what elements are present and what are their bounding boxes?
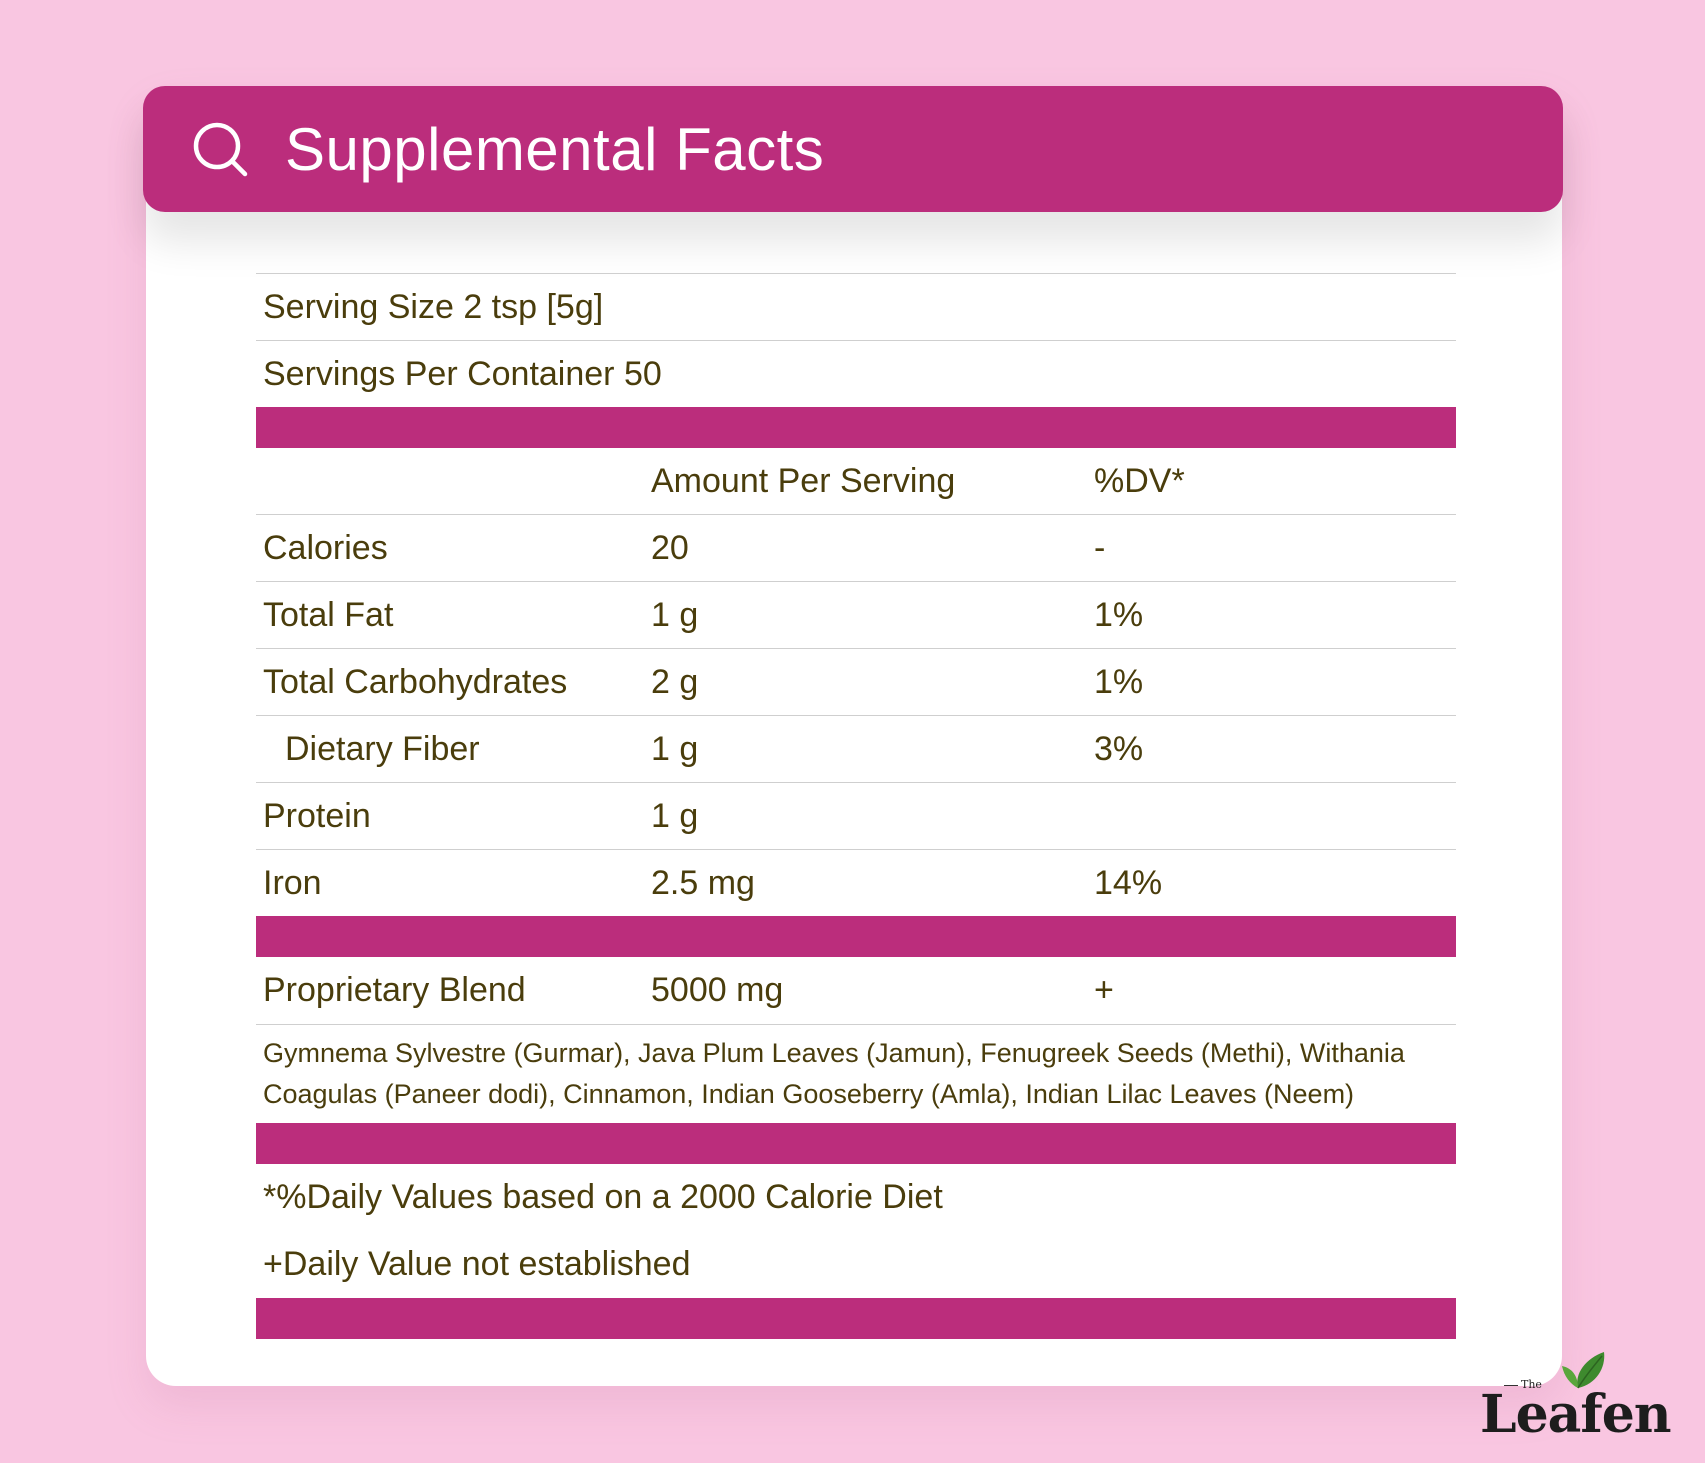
search-icon xyxy=(193,122,248,177)
nutrient-dv: 1% xyxy=(1094,595,1144,634)
nutrient-name: Total Carbohydrates xyxy=(263,662,568,701)
nutrient-name: Iron xyxy=(263,863,322,902)
nutrient-amount: 1 g xyxy=(651,796,699,835)
column-header-dv: %DV* xyxy=(1094,461,1185,500)
logo-wordmark: Leafen xyxy=(1480,1384,1672,1445)
blend-dv: + xyxy=(1094,971,1114,1009)
column-header-row: Amount Per Serving %DV* xyxy=(256,448,1456,514)
nutrient-amount: 2 g xyxy=(651,662,699,701)
nutrient-name: Calories xyxy=(263,528,388,567)
serving-size: Serving Size 2 tsp [5g] xyxy=(263,287,604,326)
nutrient-amount: 1 g xyxy=(651,729,699,768)
nutrient-name: Total Fat xyxy=(263,595,394,634)
footnote-daily-values: *%Daily Values based on a 2000 Calorie D… xyxy=(263,1178,943,1216)
facts-table: Serving Size 2 tsp [5g] Servings Per Con… xyxy=(256,273,1456,1339)
nutrient-row: Protein 1 g xyxy=(256,782,1456,849)
logo-small-text: The xyxy=(1504,1378,1542,1391)
brand-logo: The Leafen xyxy=(1480,1348,1672,1458)
footnote-not-established: +Daily Value not established xyxy=(263,1245,691,1283)
divider-bar xyxy=(256,407,1456,448)
divider-bar xyxy=(256,916,1456,957)
nutrient-row: Dietary Fiber 1 g 3% xyxy=(256,715,1456,782)
serving-size-row: Serving Size 2 tsp [5g] xyxy=(256,273,1456,340)
facts-card xyxy=(146,86,1562,1386)
servings-per-container-row: Servings Per Container 50 xyxy=(256,340,1456,407)
blend-amount: 5000 mg xyxy=(651,971,784,1009)
servings-per-container: Servings Per Container 50 xyxy=(263,354,662,393)
nutrient-row: Calories 20 - xyxy=(256,514,1456,581)
blend-name: Proprietary Blend xyxy=(263,971,526,1009)
nutrient-amount: 1 g xyxy=(651,595,699,634)
nutrient-dv: 3% xyxy=(1094,729,1144,768)
page-title: Supplemental Facts xyxy=(285,115,825,183)
blend-row: Proprietary Blend 5000 mg + xyxy=(256,957,1456,1024)
divider-bar xyxy=(256,1298,1456,1339)
column-header-amount: Amount Per Serving xyxy=(651,461,956,500)
divider-bar xyxy=(256,1123,1456,1164)
nutrient-row: Iron 2.5 mg 14% xyxy=(256,849,1456,916)
blend-ingredients: Gymnema Sylvestre (Gurmar), Java Plum Le… xyxy=(256,1024,1456,1123)
nutrient-amount: 20 xyxy=(651,528,689,567)
nutrient-dv: 14% xyxy=(1094,863,1163,902)
nutrient-row: Total Fat 1 g 1% xyxy=(256,581,1456,648)
nutrient-amount: 2.5 mg xyxy=(651,863,755,902)
leaf-icon xyxy=(1562,1352,1605,1389)
nutrient-name: Dietary Fiber xyxy=(285,729,480,768)
nutrient-dv: - xyxy=(1094,528,1106,567)
nutrient-dv: 1% xyxy=(1094,662,1144,701)
header-bar: Supplemental Facts xyxy=(143,86,1563,212)
nutrient-row: Total Carbohydrates 2 g 1% xyxy=(256,648,1456,715)
nutrient-name: Protein xyxy=(263,796,371,835)
